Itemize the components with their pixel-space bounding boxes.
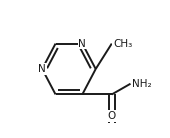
Text: O: O (108, 111, 116, 121)
Text: N: N (78, 39, 86, 49)
Text: NH₂: NH₂ (132, 79, 151, 89)
Text: CH₃: CH₃ (113, 39, 132, 49)
Text: N: N (38, 64, 46, 74)
